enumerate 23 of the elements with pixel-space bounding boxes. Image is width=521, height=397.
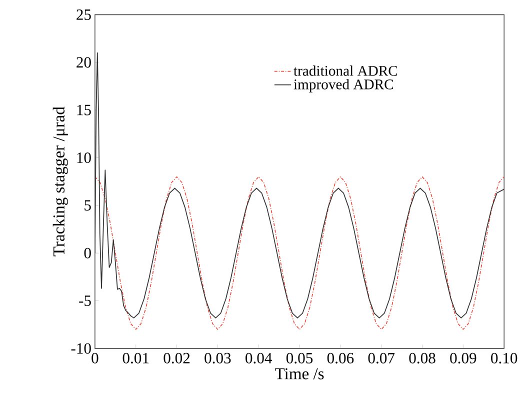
x-tick-label: 0 bbox=[92, 352, 98, 364]
x-tick-label: 0.01 bbox=[122, 352, 149, 364]
y-tick-label: 0 bbox=[84, 248, 91, 258]
x-tick-label: 0.02 bbox=[164, 352, 190, 364]
x-tick-label: 0.05 bbox=[286, 352, 313, 364]
y-tick-label: 5 bbox=[84, 200, 91, 210]
legend-label: improved ADRC bbox=[294, 78, 394, 92]
y-tick-label: 20 bbox=[76, 56, 91, 68]
x-tick-label: 0.03 bbox=[204, 352, 231, 364]
x-tick-label: 0.07 bbox=[368, 352, 395, 364]
x-tick-label: 0.04 bbox=[246, 352, 272, 364]
y-tick-label: -10 bbox=[71, 343, 91, 354]
y-tick-label: -5 bbox=[79, 295, 91, 306]
y-tick-label: 25 bbox=[76, 9, 91, 20]
x-tick-label: 0.10 bbox=[491, 352, 518, 364]
x-tick-label: 0.06 bbox=[327, 352, 354, 364]
y-tick-label: 15 bbox=[77, 104, 91, 116]
legend-label: traditional ADRC bbox=[294, 65, 398, 76]
x-tick-label: 0.08 bbox=[409, 352, 436, 364]
y-tick-label: 10 bbox=[77, 152, 91, 163]
y-axis-title: Tracking stagger /μrad bbox=[52, 106, 68, 256]
x-axis-title: Time /s bbox=[275, 368, 324, 380]
x-tick-label: 0.09 bbox=[450, 352, 476, 364]
